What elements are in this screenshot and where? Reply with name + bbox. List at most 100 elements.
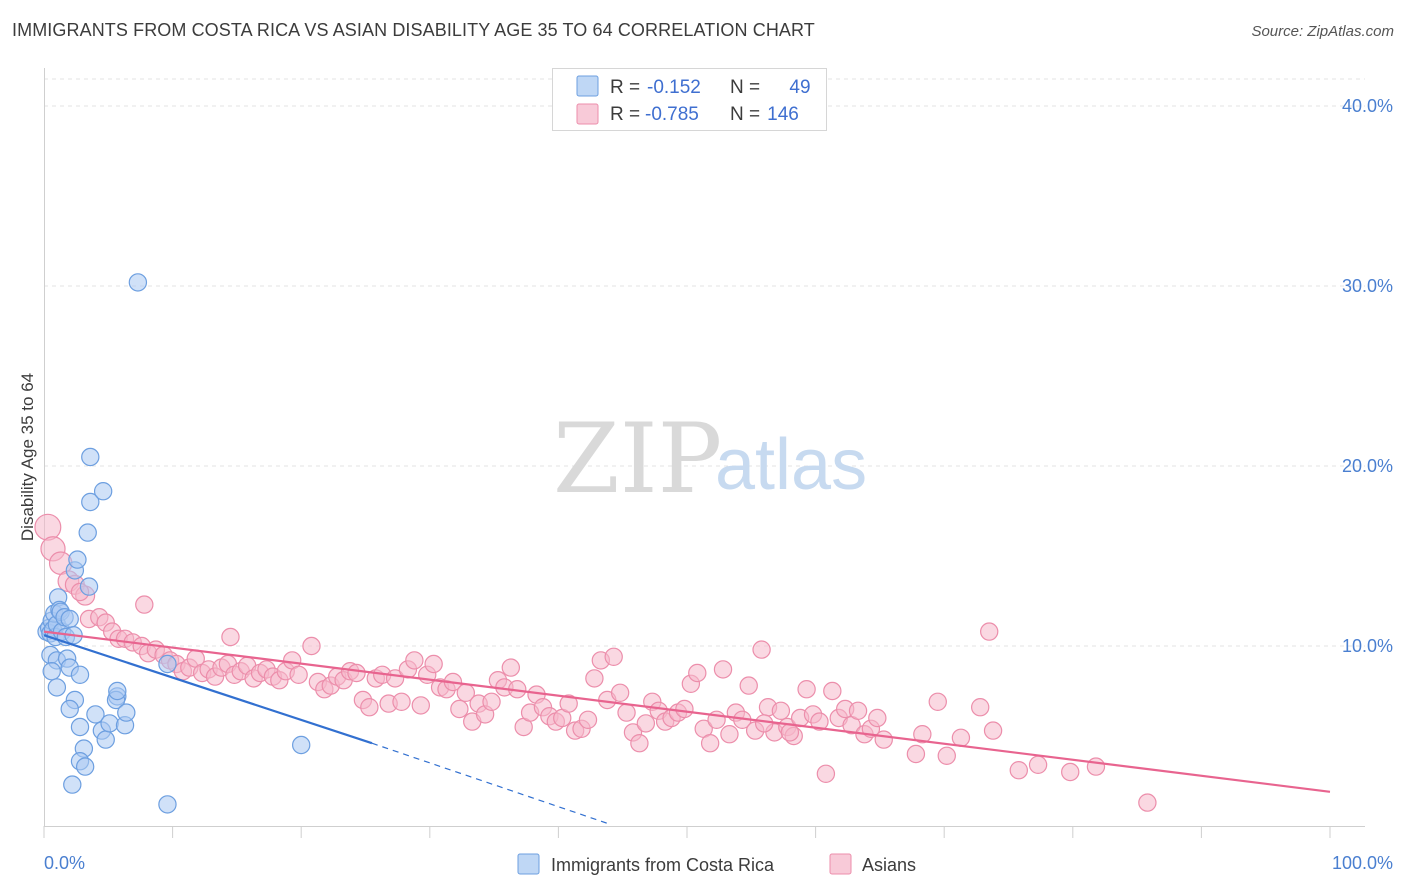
trend-lines [43,630,1331,825]
asians-point [780,723,800,742]
legend-n-value-1: 49 [789,77,810,98]
asians-point [405,651,424,670]
asians-point [1061,762,1080,782]
costa-rica-point [292,735,311,755]
chart-title: IMMIGRANTS FROM COSTA RICA VS ASIAN DISA… [12,20,815,40]
x-ticks [43,826,1331,838]
y-tick-labels: 10.0% 20.0% 30.0% 40.0% [1342,96,1393,656]
bottom-legend-label-1: Immigrants from Costa Rica [551,855,775,875]
asians-point [411,696,430,715]
asians-point [450,699,469,719]
legend-n-value-2: 146 [767,104,799,125]
asians-point [980,622,999,641]
x-tick-label-min: 0.0% [44,853,85,873]
costa-rica-point [100,714,119,733]
asians-point [604,647,623,667]
asians-point [1138,793,1157,812]
asians-point [688,663,707,683]
asians-point [630,734,649,753]
asians-point [700,734,720,753]
watermark-zip: ZIP [553,403,722,515]
asians-point [585,669,604,688]
costa-rica-trend-extension [371,742,611,825]
legend-r-value-1: -0.152 [647,77,701,98]
series-asians [34,513,1157,812]
asians-point [559,694,578,713]
asians-point [501,658,521,677]
asians-point [810,712,829,731]
y-tick-label: 20.0% [1342,456,1393,476]
asians-point [913,725,932,744]
asians-point [347,663,366,683]
costa-rica-point [81,447,100,467]
asians-point [823,681,842,701]
costa-rica-point [75,757,95,776]
costa-rica-point [68,550,87,569]
costa-rica-point [42,662,61,681]
asians-point [578,710,598,730]
asians-point [135,595,154,614]
asians-point [1009,761,1028,780]
costa-rica-point [81,492,100,512]
costa-rica-point [60,699,79,719]
asians-point [617,703,636,722]
asians-point [983,721,1003,740]
costa-rica-point [128,273,148,292]
watermark: ZIP atlas [553,403,867,515]
costa-rica-point [63,775,82,794]
costa-rica-point [158,654,177,674]
legend-r-value-2: -0.785 [645,104,699,125]
bottom-legend: Immigrants from Costa Rica Asians [517,853,916,875]
asians-point [713,660,733,679]
asians-point [797,680,816,699]
asians-point [754,714,774,733]
asians-point [816,764,836,784]
legend: R = -0.152 N = 49 R = -0.785 N = 146 [552,68,827,131]
asians-point [720,725,739,744]
asians-point [1086,757,1106,776]
watermark-atlas: atlas [715,425,867,505]
asians-trend-line [43,630,1331,793]
costa-rica-point [78,523,97,542]
asians-point [289,665,308,685]
bottom-legend-label-2: Asians [862,855,916,875]
asians-point [868,708,887,728]
costa-rica-point [96,730,115,749]
costa-rica-point [60,609,79,629]
asians-point [482,692,501,712]
legend-swatch-pink [576,103,599,125]
legend-r-label-1: R = [610,77,640,98]
asians-point [360,698,379,717]
asians-point [424,654,443,674]
asians-point [906,744,926,764]
asians-point [951,728,971,748]
costa-rica-trend-line [43,634,373,745]
y-tick-label: 40.0% [1342,96,1393,116]
asians-point [937,746,956,766]
y-axis-label: Disability Age 35 to 64 [18,373,37,541]
axes [44,68,1365,827]
grid-lines [44,78,1365,647]
asians-point [739,676,758,695]
asians-point [392,692,411,712]
costa-rica-point [158,795,177,814]
legend-swatch-blue [576,75,599,97]
asians-point [636,714,656,733]
legend-n-label-1: N = [730,77,760,98]
bottom-legend-swatch-pink [829,853,852,875]
asians-point [675,699,694,719]
costa-rica-point [93,482,113,501]
asians-point [771,701,791,721]
asians-point [1028,755,1048,775]
costa-rica-point [108,681,127,701]
costa-rica-point [79,577,99,596]
x-tick-labels: 0.0% 100.0% [44,853,1393,873]
y-tick-label: 10.0% [1342,636,1393,656]
costa-rica-point [70,665,90,685]
costa-rica-point [86,705,105,724]
asians-point [874,730,893,749]
asians-point [928,692,947,712]
costa-rica-point [70,717,90,737]
source-label: Source: ZipAtlas.com [1251,23,1394,40]
